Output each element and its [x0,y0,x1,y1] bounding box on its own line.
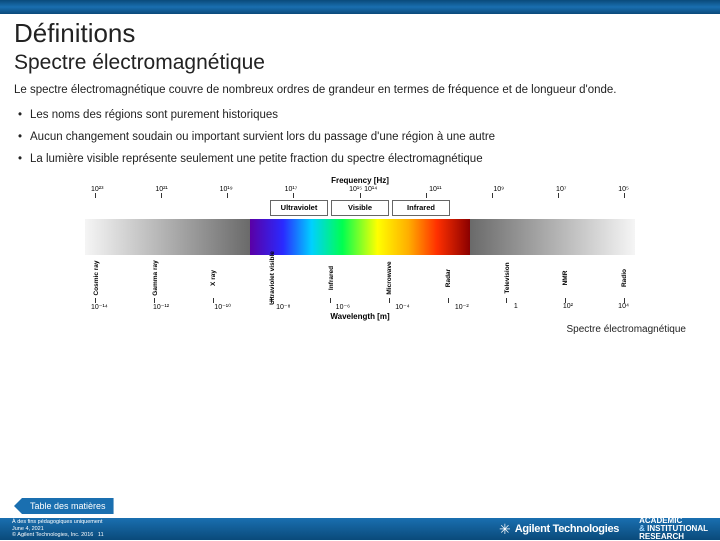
band-uv: Ultraviolet [270,200,328,216]
tick: 10¹⁷ [285,186,298,193]
agilent-brand-text: Agilent Technologies [515,523,619,535]
bullet-item: Les noms des régions sont purement histo… [18,109,706,121]
footer: Table des matières À des fins pédagogiqu… [0,518,720,540]
gradient-visible [250,219,470,255]
region: Gamma ray [137,273,173,283]
tick: 10⁹ [493,186,504,193]
tick: 10²³ [91,186,103,193]
tick: 10⁷ [556,186,566,193]
logo-group: ✳ Agilent Technologies ACADEMIC & INSTIT… [499,517,708,541]
spectrum-gradient [85,219,635,255]
tick: 1 [514,303,518,311]
tick: 10⁻¹⁴ [91,303,108,311]
toc-button[interactable]: Table des matières [14,498,114,514]
tick: 10¹⁹ [220,186,233,193]
tick: 10⁵ [618,186,629,193]
gradient-right [470,219,635,255]
tick: 10⁻⁸ [276,303,290,311]
region: Cosmic ray [78,273,114,283]
region: Microwave [371,273,407,283]
tick: 10¹¹ [429,186,441,193]
tick: 10²¹ [155,186,167,193]
top-stripe [0,0,720,14]
page-subtitle: Spectre électromagnétique [14,51,706,75]
footer-line2: June 4, 2021 [12,526,44,532]
footer-line3: © Agilent Technologies, Inc. 2016 [12,532,93,538]
bullet-item: Aucun changement soudain ou important su… [18,131,706,143]
gradient-left [85,219,250,255]
frequency-axis-label: Frequency [Hz] [85,176,635,185]
region-labels: Cosmic ray Gamma ray X ray Ultraviolet v… [85,258,635,296]
agilent-logo: ✳ Agilent Technologies [499,521,619,538]
tick: 10⁻¹² [153,303,169,311]
bullet-item: La lumière visible représente seulement … [18,153,706,165]
region: Television [489,273,525,283]
tick: 10¹⁵ 10¹⁴ [349,186,377,193]
frequency-ticks: 10²³ 10²¹ 10¹⁹ 10¹⁷ 10¹⁵ 10¹⁴ 10¹¹ 10⁹ 1… [85,186,635,193]
region: Infrared [313,273,349,283]
academic-logo: ACADEMIC & INSTITUTIONAL RESEARCH [639,517,708,541]
agilent-burst-icon: ✳ [499,521,511,538]
footer-bar: À des fins pédagogiques uniquement June … [0,518,720,540]
region: Ultraviolet visible [254,273,290,283]
page-title: Définitions [14,18,706,49]
wavelength-axis-label: Wavelength [m] [85,312,635,321]
tick: 10² [563,303,573,311]
page-number: 11 [98,532,104,538]
tick: 10⁻² [455,303,469,311]
region: Radar [430,273,466,283]
tick: 10⁻⁴ [395,303,410,311]
footer-meta: À des fins pédagogiques uniquement June … [12,519,104,539]
band-visible: Visible [331,200,389,216]
tick: 10⁻¹⁰ [214,303,231,311]
wavelength-ticks: 10⁻¹⁴ 10⁻¹² 10⁻¹⁰ 10⁻⁸ 10⁻⁶ 10⁻⁴ 10⁻² 1 … [85,303,635,311]
region: X ray [195,273,231,283]
spectrum-diagram: Frequency [Hz] 10²³ 10²¹ 10¹⁹ 10¹⁷ 10¹⁵ … [14,175,706,322]
intro-paragraph: Le spectre électromagnétique couvre de n… [14,83,706,99]
tick: 10⁻⁶ [336,303,350,311]
footer-line1: À des fins pédagogiques uniquement [12,519,103,525]
band-ir: Infrared [392,200,450,216]
region: Radio [606,273,642,283]
tick: 10⁴ [618,303,629,311]
region: NMR [547,273,583,283]
content-area: Définitions Spectre électromagnétique Le… [0,14,720,336]
diagram-caption: Spectre électromagnétique [566,324,686,336]
bullet-list: Les noms des régions sont purement histo… [18,109,706,165]
band-labels: Ultraviolet Visible Infrared [85,200,635,216]
